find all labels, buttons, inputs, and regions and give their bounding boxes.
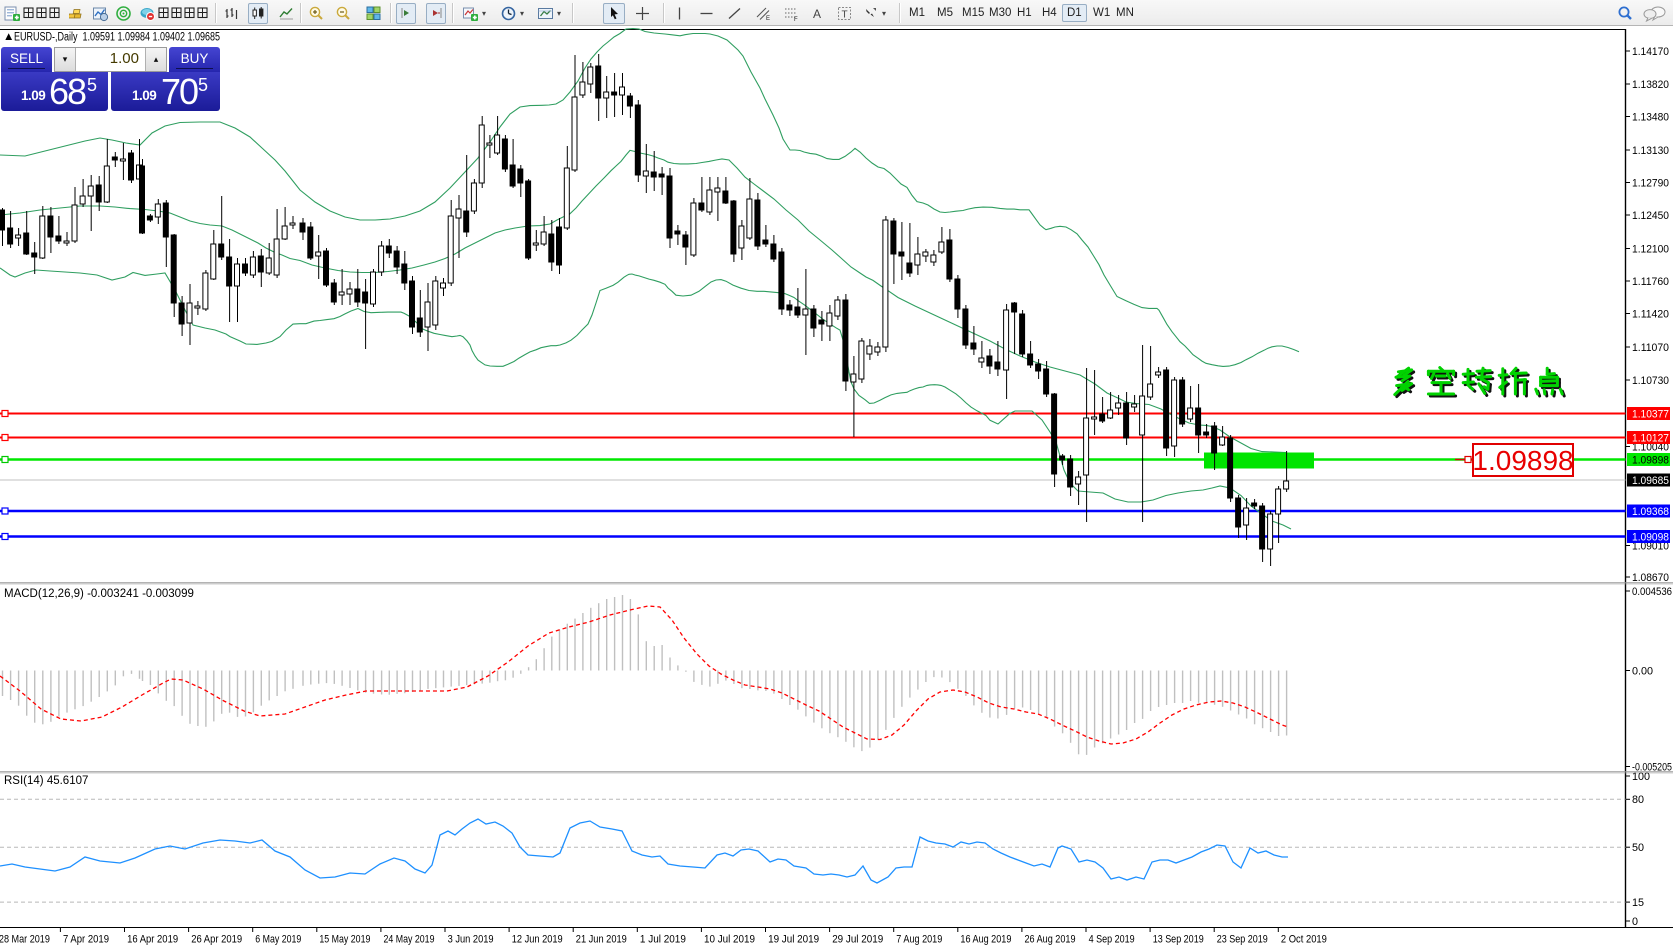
- svg-text:RSI(14) 45.6107: RSI(14) 45.6107: [4, 775, 88, 787]
- svg-text:16 Aug 2019: 16 Aug 2019: [960, 934, 1011, 946]
- svg-text:1.10730: 1.10730: [1632, 375, 1669, 387]
- svg-text:0: 0: [1632, 916, 1638, 928]
- svg-text:1.10377: 1.10377: [1632, 408, 1669, 420]
- svg-text:6 May 2019: 6 May 2019: [255, 934, 301, 946]
- svg-text:1.12100: 1.12100: [1632, 243, 1669, 255]
- svg-text:10 Jul 2019: 10 Jul 2019: [704, 934, 755, 946]
- svg-text:15: 15: [1632, 897, 1644, 909]
- svg-text:28 Mar 2019: 28 Mar 2019: [0, 934, 50, 946]
- svg-text:13 Sep 2019: 13 Sep 2019: [1153, 934, 1204, 946]
- svg-text:T: T: [841, 10, 847, 21]
- svg-text:1.12790: 1.12790: [1632, 177, 1669, 189]
- svg-text:1.09685: 1.09685: [1632, 475, 1669, 487]
- svg-text:F: F: [794, 17, 798, 22]
- svg-text:3 Jun 2019: 3 Jun 2019: [448, 934, 494, 946]
- svg-text:1.11070: 1.11070: [1632, 342, 1669, 354]
- svg-text:1.10040: 1.10040: [1632, 441, 1669, 453]
- svg-text:1 Jul 2019: 1 Jul 2019: [640, 934, 686, 946]
- svg-text:100: 100: [1632, 771, 1650, 783]
- svg-text:21 Jun 2019: 21 Jun 2019: [576, 934, 627, 946]
- svg-text:1.09010: 1.09010: [1632, 540, 1669, 552]
- svg-text:1.09898: 1.09898: [1632, 454, 1669, 466]
- svg-text:23 Sep 2019: 23 Sep 2019: [1217, 934, 1268, 946]
- svg-text:1.08670: 1.08670: [1632, 572, 1669, 584]
- svg-text:1.13130: 1.13130: [1632, 145, 1669, 157]
- svg-text:50: 50: [1632, 842, 1644, 854]
- svg-text:80: 80: [1632, 794, 1644, 806]
- svg-text:7 Aug 2019: 7 Aug 2019: [896, 934, 942, 946]
- svg-text:1.09368: 1.09368: [1632, 506, 1669, 518]
- svg-text:15 May 2019: 15 May 2019: [319, 934, 370, 946]
- svg-text:EURUSD-,Daily 1.09591 1.09984: EURUSD-,Daily 1.09591 1.09984 1.09402 1.…: [14, 32, 220, 44]
- svg-text:12 Jun 2019: 12 Jun 2019: [512, 934, 563, 946]
- svg-text:1.11420: 1.11420: [1632, 308, 1669, 320]
- svg-text:26 Aug 2019: 26 Aug 2019: [1025, 934, 1076, 946]
- svg-text:1.09898: 1.09898: [1472, 445, 1573, 476]
- svg-text:4 Sep 2019: 4 Sep 2019: [1089, 934, 1135, 946]
- svg-text:1.11760: 1.11760: [1632, 276, 1669, 288]
- svg-text:19 Jul 2019: 19 Jul 2019: [768, 934, 819, 946]
- svg-text:16 Apr 2019: 16 Apr 2019: [127, 934, 178, 946]
- svg-text:1.09098: 1.09098: [1632, 531, 1669, 543]
- svg-text:E: E: [766, 16, 770, 22]
- svg-text:-0.005205: -0.005205: [1632, 761, 1672, 773]
- svg-text:26 Apr 2019: 26 Apr 2019: [191, 934, 242, 946]
- svg-text:7 Apr 2019: 7 Apr 2019: [63, 934, 109, 946]
- svg-text:0.004536: 0.004536: [1632, 586, 1672, 598]
- svg-text:24 May 2019: 24 May 2019: [384, 934, 435, 946]
- svg-text:1.13480: 1.13480: [1632, 111, 1669, 123]
- svg-text:MACD(12,26,9) -0.003241 -0.003: MACD(12,26,9) -0.003241 -0.003099: [4, 588, 194, 600]
- svg-text:▲: ▲: [3, 31, 14, 43]
- svg-text:2 Oct 2019: 2 Oct 2019: [1281, 934, 1327, 946]
- svg-text:29 Jul 2019: 29 Jul 2019: [832, 934, 883, 946]
- svg-text:1.12450: 1.12450: [1632, 210, 1669, 222]
- svg-text:1.13820: 1.13820: [1632, 79, 1669, 91]
- svg-text:1.14170: 1.14170: [1632, 46, 1669, 58]
- svg-text:A: A: [813, 7, 821, 21]
- svg-text:1.10127: 1.10127: [1632, 432, 1669, 444]
- svg-text:0.00: 0.00: [1632, 665, 1653, 677]
